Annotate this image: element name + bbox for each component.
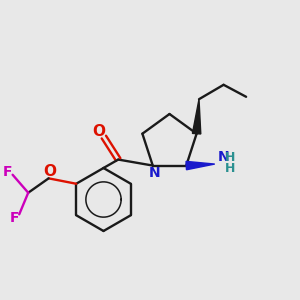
Text: O: O bbox=[43, 164, 56, 179]
Text: N: N bbox=[148, 166, 160, 180]
Text: O: O bbox=[92, 124, 105, 139]
Text: N: N bbox=[218, 151, 230, 164]
Text: F: F bbox=[2, 165, 12, 179]
Text: F: F bbox=[10, 211, 20, 225]
Polygon shape bbox=[186, 161, 215, 170]
Text: H: H bbox=[225, 162, 236, 175]
Text: H: H bbox=[225, 151, 236, 164]
Polygon shape bbox=[192, 99, 201, 134]
